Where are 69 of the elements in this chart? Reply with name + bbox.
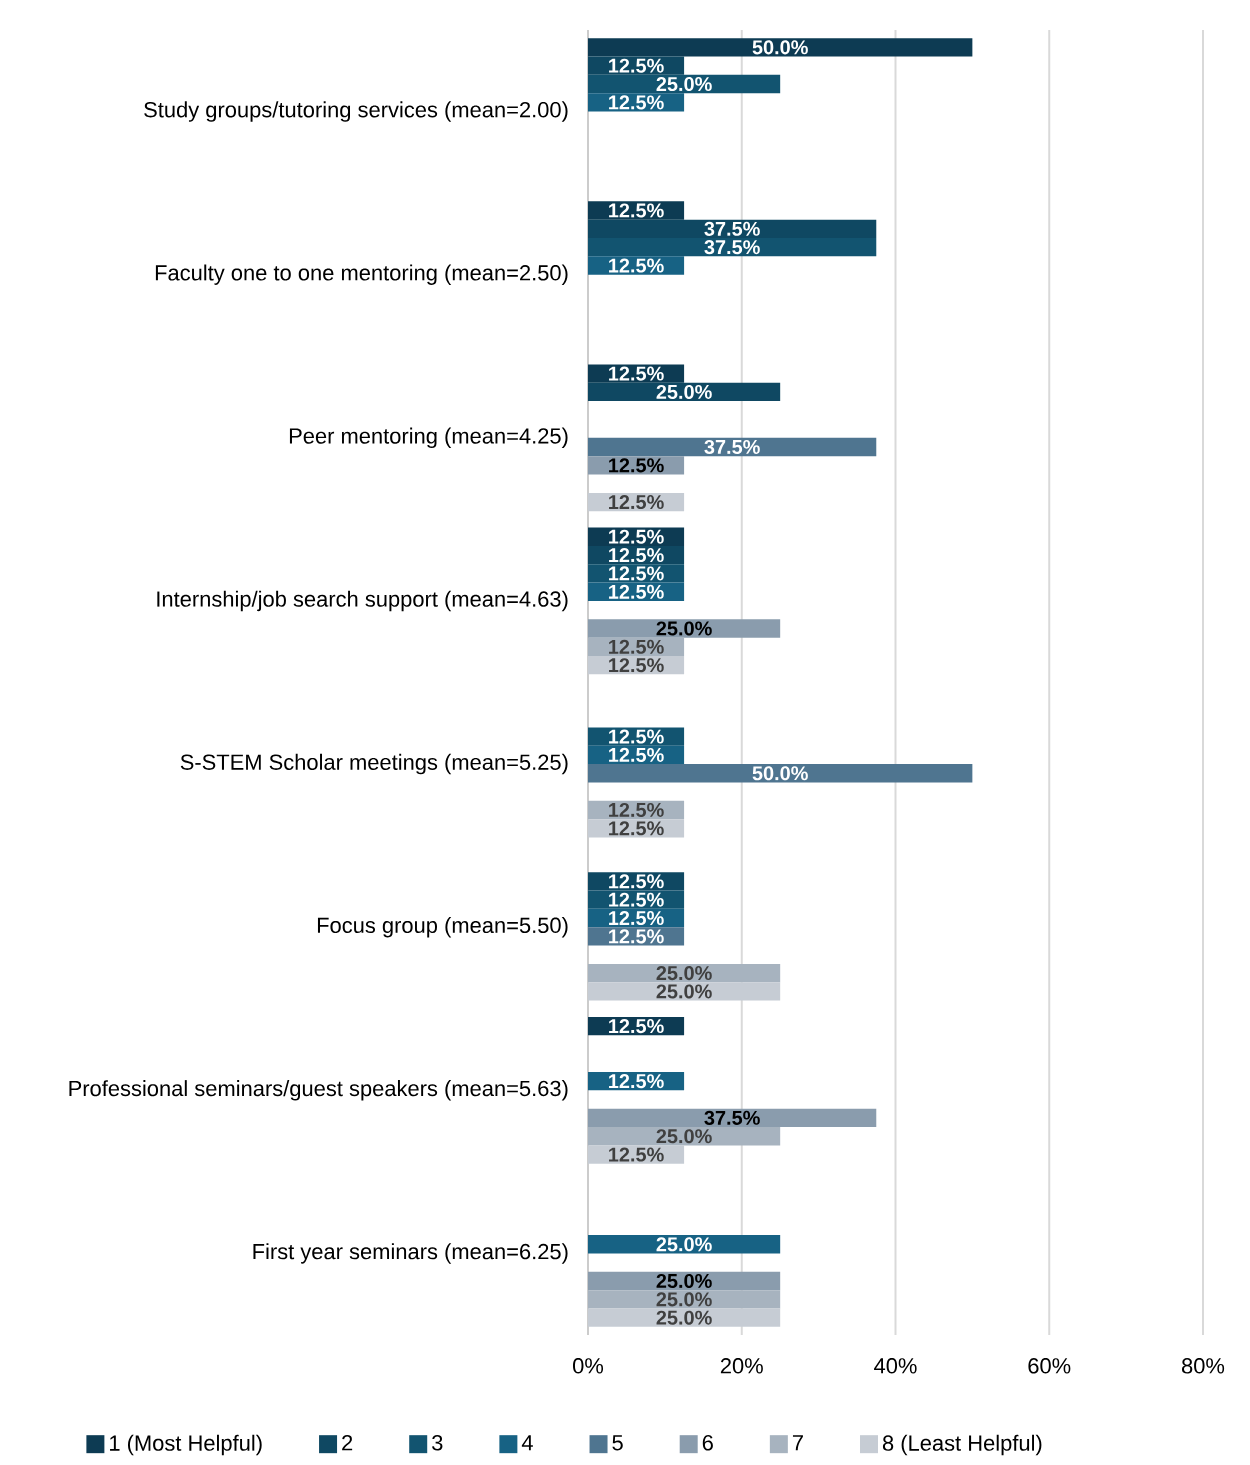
- data-label: 25.0%: [656, 621, 712, 636]
- data-label: 12.5%: [609, 458, 664, 473]
- y-tick-label: Professional seminars/guest speakers (mean=5.63): [69, 1080, 568, 1101]
- bar: [588, 38, 973, 57]
- data-label: 12.5%: [609, 929, 664, 944]
- bar: [588, 219, 877, 238]
- data-label: 12.5%: [609, 548, 664, 563]
- data-label: 12.5%: [609, 892, 664, 907]
- data-label: 12.5%: [609, 584, 664, 599]
- data-label: 12.5%: [609, 566, 664, 581]
- legend-label: 3: [432, 1435, 443, 1451]
- data-label: 25.0%: [656, 1310, 712, 1325]
- data-label: 12.5%: [609, 95, 664, 110]
- data-label: 12.5%: [609, 58, 664, 73]
- x-tick-label: 40%: [874, 1358, 917, 1374]
- legend-label: 7: [792, 1435, 803, 1451]
- data-label: 12.5%: [609, 874, 664, 889]
- data-label: 12.5%: [609, 529, 664, 544]
- data-label: 37.5%: [704, 240, 760, 255]
- data-label: 37.5%: [704, 439, 760, 455]
- data-label: 12.5%: [609, 747, 664, 762]
- x-tick-label: 20%: [720, 1358, 763, 1374]
- data-label: 12.5%: [609, 1019, 664, 1034]
- bar: [588, 237, 877, 257]
- data-label: 12.5%: [609, 729, 664, 744]
- legend-label: 5: [612, 1435, 623, 1451]
- y-tick-label: Internship/job search support (mean=4.63): [157, 590, 568, 612]
- data-label: 12.5%: [609, 910, 664, 926]
- data-label: 12.5%: [609, 658, 664, 673]
- y-tick-label: S-STEM Scholar meetings (mean=5.25): [180, 753, 568, 775]
- data-label: 37.5%: [704, 221, 760, 236]
- data-label: 12.5%: [609, 821, 664, 836]
- data-label: 25.0%: [656, 76, 712, 92]
- data-label: 50.0%: [752, 40, 808, 55]
- data-label: 25.0%: [656, 1129, 712, 1144]
- data-label: 50.0%: [752, 766, 808, 781]
- y-tick-label: Faculty one to one mentoring (mean=2.50): [155, 264, 568, 285]
- y-tick-label: Study groups/tutoring services (mean=2.00): [144, 101, 568, 122]
- bar: [588, 619, 781, 638]
- bar: [588, 1108, 877, 1128]
- legend-label: 1 (Most Helpful): [110, 1434, 262, 1456]
- y-tick-label: Focus group (mean=5.50): [317, 916, 568, 938]
- x-tick-label: 0%: [573, 1358, 604, 1374]
- x-tick-label: 60%: [1028, 1358, 1071, 1374]
- legend-label: 6: [702, 1435, 713, 1451]
- y-tick-label: First year seminars (mean=6.25): [253, 1243, 568, 1264]
- legend-label: 8 (Least Helpful): [882, 1434, 1042, 1456]
- data-label: 37.5%: [704, 1110, 760, 1125]
- data-label: 12.5%: [609, 366, 664, 381]
- data-label: 12.5%: [609, 639, 664, 654]
- data-label: 25.0%: [656, 1292, 712, 1307]
- data-label: 12.5%: [609, 802, 664, 817]
- data-label: 25.0%: [656, 984, 712, 999]
- data-label: 12.5%: [609, 1147, 664, 1162]
- data-label: 12.5%: [609, 1074, 664, 1089]
- x-tick-label: 80%: [1181, 1358, 1225, 1374]
- legend-label: 4: [521, 1435, 533, 1451]
- data-label: 25.0%: [656, 1273, 712, 1289]
- data-label: 12.5%: [609, 495, 664, 510]
- bar: [588, 437, 877, 457]
- data-label: 25.0%: [656, 384, 712, 399]
- bar: [588, 1290, 781, 1309]
- legend-label: 2: [342, 1435, 353, 1451]
- y-tick-label: Peer mentoring (mean=4.25): [289, 427, 568, 449]
- bar: [588, 764, 973, 783]
- data-label: 25.0%: [656, 1237, 712, 1252]
- data-label: 25.0%: [656, 966, 712, 981]
- data-label: 12.5%: [609, 258, 664, 273]
- data-label: 12.5%: [609, 203, 664, 218]
